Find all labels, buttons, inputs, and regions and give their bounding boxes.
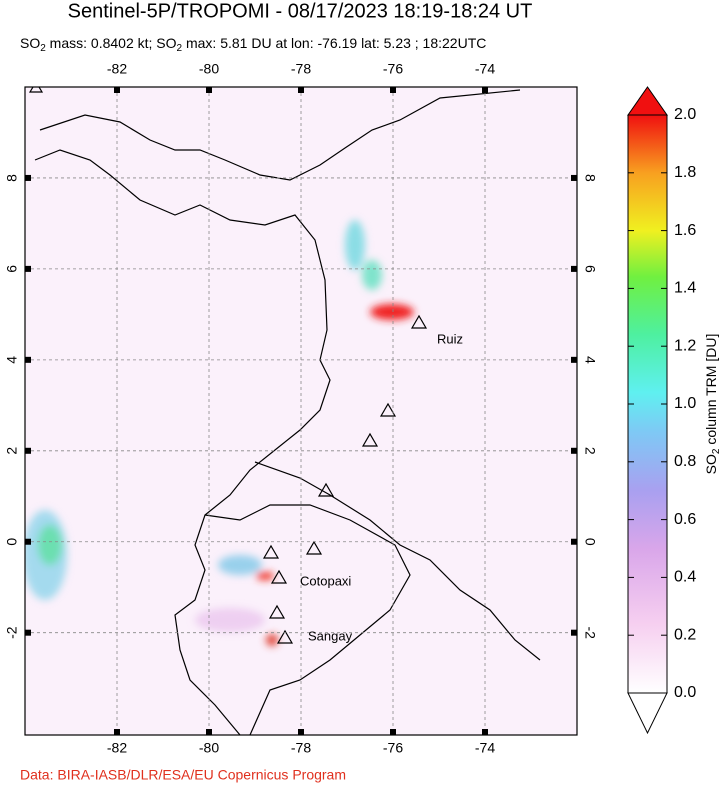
volcano-markers bbox=[28, 87, 428, 644]
subtitle-part: SO bbox=[20, 35, 40, 51]
tick-mark bbox=[298, 87, 304, 93]
colorbar-label-part: SO bbox=[703, 454, 719, 474]
tick-mark bbox=[571, 174, 577, 181]
subtitle: SO2 mass: 0.8402 kt; SO2 max: 5.81 DU at… bbox=[20, 35, 486, 54]
tick-mark bbox=[571, 538, 577, 545]
colorbar-label-part: 2 bbox=[711, 448, 722, 454]
x-tick-label: -80 bbox=[199, 61, 219, 77]
x-tick-label: -78 bbox=[291, 740, 311, 756]
colorbar-tick-label: 0.4 bbox=[674, 569, 696, 586]
tick-mark bbox=[571, 447, 577, 454]
tick-mark bbox=[114, 87, 120, 93]
x-tick-label: -80 bbox=[199, 740, 219, 756]
coastline bbox=[34, 149, 331, 735]
volcano-label: Sangay bbox=[308, 628, 353, 643]
tick-mark bbox=[206, 729, 212, 735]
x-tick-label: -74 bbox=[475, 740, 495, 756]
coastline bbox=[39, 89, 521, 181]
tick-mark bbox=[390, 87, 396, 93]
subtitle-part: 2 bbox=[40, 43, 46, 54]
tick-mark bbox=[482, 87, 488, 93]
volcano-label: Cotopaxi bbox=[300, 573, 351, 588]
credit: Data: BIRA-IASB/DLR/ESA/EU Copernicus Pr… bbox=[20, 767, 346, 783]
x-tick-label: -74 bbox=[475, 61, 495, 77]
y-tick-label: 4 bbox=[4, 356, 20, 364]
colorbar-tick-label: 1.0 bbox=[674, 395, 696, 412]
tick-mark bbox=[571, 629, 577, 636]
x-tick-label: -76 bbox=[383, 61, 403, 77]
y-tick-label: 0 bbox=[4, 538, 20, 546]
y-tick-label: -2 bbox=[582, 626, 598, 639]
tick-mark bbox=[25, 356, 31, 363]
tick-mark bbox=[25, 174, 31, 181]
colorbar-label-part: column TRM [DU] bbox=[703, 334, 719, 449]
colorbar-over bbox=[627, 86, 668, 116]
colorbar-tick-label: 1.2 bbox=[674, 337, 696, 354]
border bbox=[204, 461, 541, 735]
colorbar-tick-label: 0.6 bbox=[674, 511, 696, 528]
colorbar-under bbox=[627, 692, 668, 735]
y-tick-label: 6 bbox=[4, 265, 20, 273]
y-tick-label: -2 bbox=[4, 626, 20, 639]
colorbar-tick-label: 1.8 bbox=[674, 164, 696, 181]
tick-mark bbox=[206, 87, 212, 93]
colorbar-tick-label: 0.0 bbox=[674, 684, 696, 701]
tick-mark bbox=[114, 729, 120, 735]
subtitle-part: mass: 0.8402 kt; SO bbox=[46, 35, 177, 51]
colorbar-tick-label: 2.0 bbox=[674, 106, 696, 123]
volcano-label: Ruiz bbox=[437, 331, 463, 346]
subtitle-part: max: 5.81 DU at lon: -76.19 lat: 5.23 ; … bbox=[182, 35, 486, 51]
y-tick-label: 8 bbox=[4, 174, 20, 182]
tick-mark bbox=[390, 729, 396, 735]
tick-mark bbox=[571, 265, 577, 272]
x-tick-label: -82 bbox=[107, 740, 127, 756]
x-tick-label: -78 bbox=[291, 61, 311, 77]
colorbar-tick-label: 1.6 bbox=[674, 222, 696, 239]
plumes bbox=[25, 220, 414, 646]
tick-mark bbox=[482, 729, 488, 735]
y-tick-label: 2 bbox=[582, 447, 598, 455]
tick-mark bbox=[25, 265, 31, 272]
tick-mark bbox=[25, 447, 31, 454]
y-tick-label: 2 bbox=[4, 447, 20, 455]
x-tick-label: -76 bbox=[383, 740, 403, 756]
x-tick-label: -82 bbox=[107, 61, 127, 77]
colorbar-tick-label: 1.4 bbox=[674, 280, 696, 297]
subtitle-part: 2 bbox=[177, 43, 183, 54]
colorbar-tick-label: 0.8 bbox=[674, 453, 696, 470]
colorbar-label: SO2 column TRM [DU] bbox=[703, 334, 722, 475]
y-tick-label: 6 bbox=[582, 265, 598, 273]
y-tick-label: 4 bbox=[582, 356, 598, 364]
y-tick-label: 0 bbox=[582, 538, 598, 546]
tick-mark bbox=[25, 629, 31, 636]
title: Sentinel-5P/TROPOMI - 08/17/2023 18:19-1… bbox=[68, 0, 533, 22]
tick-mark bbox=[571, 356, 577, 363]
tick-mark bbox=[298, 729, 304, 735]
y-tick-label: 8 bbox=[582, 174, 598, 182]
map-area bbox=[25, 87, 577, 735]
colorbar-tick-label: 0.2 bbox=[674, 626, 696, 643]
tick-mark bbox=[25, 538, 31, 545]
